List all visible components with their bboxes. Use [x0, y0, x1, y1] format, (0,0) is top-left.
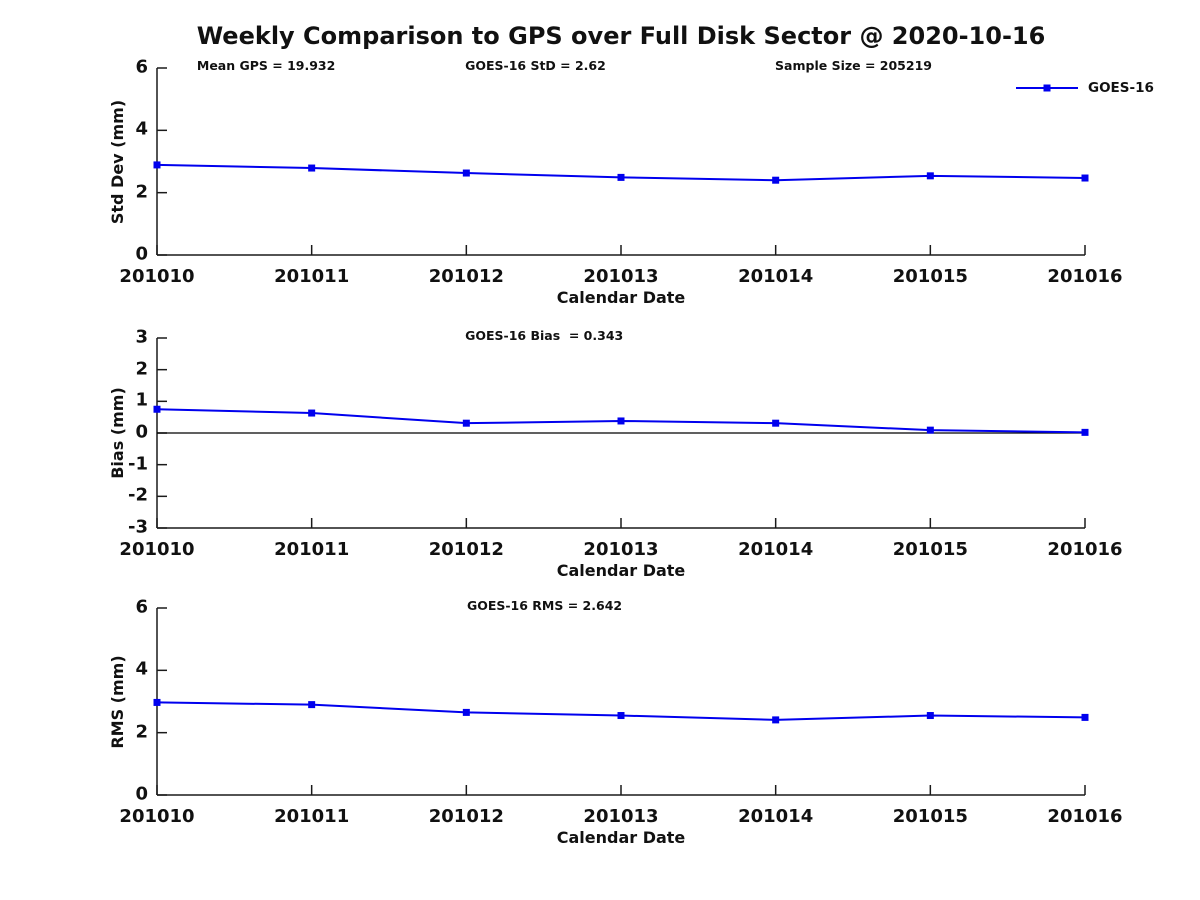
panel-annotation-bias: GOES-16 Bias = 0.343 [465, 327, 624, 343]
data-point-std-dev [617, 173, 625, 181]
x-tick-label: 201014 [738, 806, 814, 827]
x-tick-label: 201016 [1047, 266, 1123, 287]
y-tick-label: 3 [135, 326, 148, 348]
x-tick-label: 201013 [583, 266, 659, 287]
data-point-rms [153, 698, 161, 706]
y-tick-label: 4 [135, 118, 148, 140]
x-tick-label: 201014 [738, 266, 814, 287]
x-tick-label: 201015 [892, 266, 968, 287]
legend: GOES-16 [1014, 80, 1154, 96]
data-point-std-dev [153, 161, 161, 169]
x-tick-label: 201012 [428, 806, 504, 827]
x-tick-label: 201013 [583, 806, 659, 827]
data-point-std-dev [926, 172, 934, 180]
y-axis-label-bias: Bias (mm) [108, 387, 127, 479]
data-point-rms [926, 712, 934, 720]
x-tick-label: 201011 [274, 806, 350, 827]
y-tick-label: 0 [135, 421, 148, 443]
panel-annotation-std-dev: GOES-16 StD = 2.62 [465, 57, 606, 73]
panel-annotation-rms: GOES-16 RMS = 2.642 [466, 597, 623, 613]
data-point-rms [462, 708, 470, 716]
data-point-bias [153, 405, 161, 413]
data-point-std-dev [1081, 174, 1089, 182]
chart-title: Weekly Comparison to GPS over Full Disk … [196, 22, 1046, 50]
y-axis-label-std-dev: Std Dev (mm) [108, 99, 127, 224]
panel-annotation-std-dev: Sample Size = 205219 [775, 57, 932, 73]
x-axis-label: Calendar Date [556, 828, 686, 847]
y-tick-label: 1 [135, 389, 148, 411]
data-point-bias [926, 426, 934, 434]
data-point-rms [1081, 713, 1089, 721]
data-point-std-dev [308, 164, 316, 172]
x-tick-label: 201014 [738, 539, 814, 560]
x-tick-label: 201010 [119, 806, 195, 827]
x-tick-label: 201013 [583, 539, 659, 560]
data-point-std-dev [772, 176, 780, 184]
data-point-bias [1081, 428, 1089, 436]
x-tick-label: 201011 [274, 539, 350, 560]
y-tick-label: -3 [128, 516, 148, 538]
x-axis-label: Calendar Date [556, 561, 686, 580]
y-tick-label: -2 [128, 484, 148, 506]
x-tick-label: 201016 [1047, 539, 1123, 560]
x-tick-label: 201015 [892, 539, 968, 560]
x-tick-label: 201012 [428, 266, 504, 287]
y-tick-label: 6 [135, 596, 148, 618]
y-tick-label: 2 [135, 358, 148, 380]
x-tick-label: 201010 [119, 539, 195, 560]
data-point-std-dev [462, 169, 470, 177]
data-point-bias [772, 419, 780, 427]
y-tick-label: 0 [135, 783, 148, 805]
y-tick-label: 6 [135, 56, 148, 78]
y-axis-label-rms: RMS (mm) [108, 654, 127, 749]
data-point-rms [617, 712, 625, 720]
x-tick-label: 201010 [119, 266, 195, 287]
panel-annotation-std-dev: Mean GPS = 19.932 [196, 57, 336, 73]
y-tick-label: 4 [135, 658, 148, 680]
data-point-bias [308, 409, 316, 417]
y-tick-label: 2 [135, 181, 148, 203]
y-tick-label: 0 [135, 243, 148, 265]
y-tick-label: -1 [128, 453, 148, 475]
x-tick-label: 201016 [1047, 806, 1123, 827]
x-tick-label: 201011 [274, 266, 350, 287]
x-tick-label: 201012 [428, 539, 504, 560]
legend-label: GOES-16 [1088, 80, 1154, 96]
legend-marker-icon [1016, 84, 1078, 92]
y-tick-label: 2 [135, 721, 148, 743]
data-point-bias [462, 419, 470, 427]
data-point-rms [772, 716, 780, 724]
data-point-bias [617, 417, 625, 425]
data-point-rms [308, 701, 316, 709]
x-axis-label: Calendar Date [556, 288, 686, 307]
x-tick-label: 201015 [892, 806, 968, 827]
